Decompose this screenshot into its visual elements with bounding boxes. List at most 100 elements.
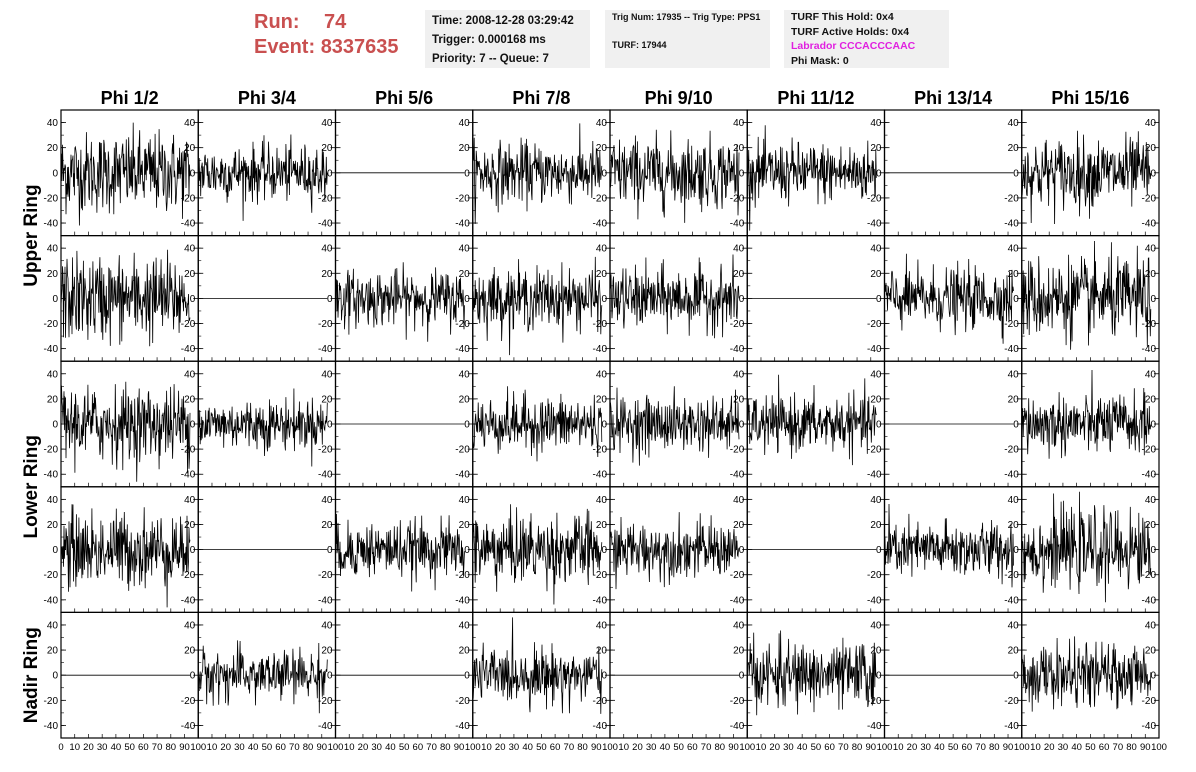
y-tick-label: 20 xyxy=(1008,269,1020,280)
y-tick-label: -40 xyxy=(1004,721,1019,732)
y-tick-label: -40 xyxy=(593,470,608,481)
x-tick-label: 100 xyxy=(877,742,893,753)
x-tick-label: 90 xyxy=(728,742,739,753)
turf-panel: TURF This Hold: 0x4 TURF Active Holds: 0… xyxy=(784,10,949,68)
y-tick-label: 40 xyxy=(459,620,471,631)
y-tick-label: -40 xyxy=(455,470,470,481)
y-tick-label: 40 xyxy=(870,620,882,631)
y-tick-label: 20 xyxy=(1145,520,1157,531)
waveform-trace xyxy=(609,254,740,339)
y-tick-label: 40 xyxy=(596,244,608,255)
y-tick-label: 20 xyxy=(733,143,745,154)
y-tick-label: 0 xyxy=(190,168,196,179)
y-tick-label: 0 xyxy=(876,420,882,431)
event-row: Event: 8337635 xyxy=(254,35,399,60)
x-tick-label: 70 xyxy=(838,742,849,753)
y-tick-label: -20 xyxy=(867,319,882,330)
y-tick-label: -20 xyxy=(44,319,59,330)
run-info: Run: 74 Event: 8337635 xyxy=(254,10,399,60)
y-tick-label: 0 xyxy=(739,671,745,682)
time-text: Time: 2008-12-28 03:29:42 xyxy=(432,15,574,27)
y-tick-label: -40 xyxy=(1004,595,1019,606)
y-tick-label: -20 xyxy=(455,193,470,204)
y-tick-label: 0 xyxy=(1150,294,1156,305)
x-tick-label: 20 xyxy=(907,742,918,753)
y-tick-label: -40 xyxy=(318,470,333,481)
x-tick-label: 40 xyxy=(248,742,259,753)
y-tick-label: -40 xyxy=(593,595,608,606)
waveform-trace xyxy=(197,134,328,221)
y-tick-label: 0 xyxy=(876,294,882,305)
y-tick-label: 20 xyxy=(733,520,745,531)
x-tick-label: 20 xyxy=(769,742,780,753)
y-tick-label: 20 xyxy=(1008,143,1020,154)
y-tick-label: -40 xyxy=(318,219,333,230)
y-tick-label: 0 xyxy=(52,168,58,179)
x-tick-label: 80 xyxy=(1126,742,1137,753)
y-tick-label: -20 xyxy=(867,570,882,581)
y-tick-label: 40 xyxy=(1008,118,1020,129)
y-tick-label: 20 xyxy=(459,646,471,657)
y-tick-label: -40 xyxy=(730,721,745,732)
x-tick-label: 70 xyxy=(701,742,712,753)
x-tick-label: 30 xyxy=(509,742,520,753)
y-tick-label: 20 xyxy=(184,143,196,154)
y-tick-label: 20 xyxy=(184,646,196,657)
x-tick-label: 10 xyxy=(893,742,904,753)
y-tick-label: -20 xyxy=(44,193,59,204)
y-tick-label: -20 xyxy=(867,696,882,707)
y-tick-label: 20 xyxy=(1145,394,1157,405)
x-tick-label: 20 xyxy=(495,742,506,753)
y-tick-label: -20 xyxy=(44,445,59,456)
y-tick-label: 0 xyxy=(876,671,882,682)
y-tick-label: 20 xyxy=(870,394,882,405)
y-tick-label: 20 xyxy=(1145,269,1157,280)
x-tick-label: 60 xyxy=(275,742,286,753)
x-tick-label: 90 xyxy=(316,742,327,753)
x-tick-label: 40 xyxy=(111,742,122,753)
y-tick-label: 40 xyxy=(47,118,59,129)
waveform-trace xyxy=(746,374,877,466)
waveform-trace xyxy=(472,256,603,356)
x-tick-label: 10 xyxy=(344,742,355,753)
y-tick-label: -20 xyxy=(44,570,59,581)
y-tick-label: 40 xyxy=(596,118,608,129)
y-tick-label: -20 xyxy=(1004,445,1019,456)
y-tick-label: -40 xyxy=(1004,470,1019,481)
x-tick-label: 70 xyxy=(1113,742,1124,753)
y-tick-label: 20 xyxy=(870,520,882,531)
x-tick-label: 50 xyxy=(1085,742,1096,753)
y-tick-label: 0 xyxy=(327,671,333,682)
waveform-trace xyxy=(197,640,328,714)
y-tick-label: 20 xyxy=(1008,646,1020,657)
y-tick-label: 20 xyxy=(596,143,608,154)
waveform-trace xyxy=(60,504,191,608)
x-tick-label: 70 xyxy=(975,742,986,753)
y-tick-label: -40 xyxy=(44,219,59,230)
trig-num-text: Trig Num: 17935 -- Trig Type: PPS1 xyxy=(612,12,761,22)
y-tick-label: 40 xyxy=(184,620,196,631)
y-tick-label: 20 xyxy=(459,394,471,405)
run-row: Run: 74 xyxy=(254,10,399,35)
y-tick-label: 40 xyxy=(321,118,333,129)
y-tick-label: -20 xyxy=(730,696,745,707)
y-tick-label: 0 xyxy=(464,168,470,179)
y-tick-label: 40 xyxy=(733,495,745,506)
y-tick-label: 20 xyxy=(184,269,196,280)
x-tick-label: 90 xyxy=(865,742,876,753)
y-tick-label: 20 xyxy=(1145,646,1157,657)
column-header: Phi 15/16 xyxy=(1051,88,1129,108)
x-tick-label: 30 xyxy=(783,742,794,753)
waveform-trace xyxy=(60,249,191,347)
y-tick-label: 40 xyxy=(870,495,882,506)
y-tick-label: 20 xyxy=(459,143,471,154)
x-tick-label: 80 xyxy=(303,742,314,753)
phi-mask-text: Phi Mask: 0 xyxy=(791,54,849,67)
y-tick-label: 20 xyxy=(47,520,59,531)
y-tick-label: -40 xyxy=(455,721,470,732)
y-tick-label: -40 xyxy=(44,595,59,606)
y-tick-label: 20 xyxy=(596,269,608,280)
y-tick-label: -20 xyxy=(593,570,608,581)
x-tick-label: 100 xyxy=(465,742,481,753)
y-tick-label: 0 xyxy=(876,168,882,179)
